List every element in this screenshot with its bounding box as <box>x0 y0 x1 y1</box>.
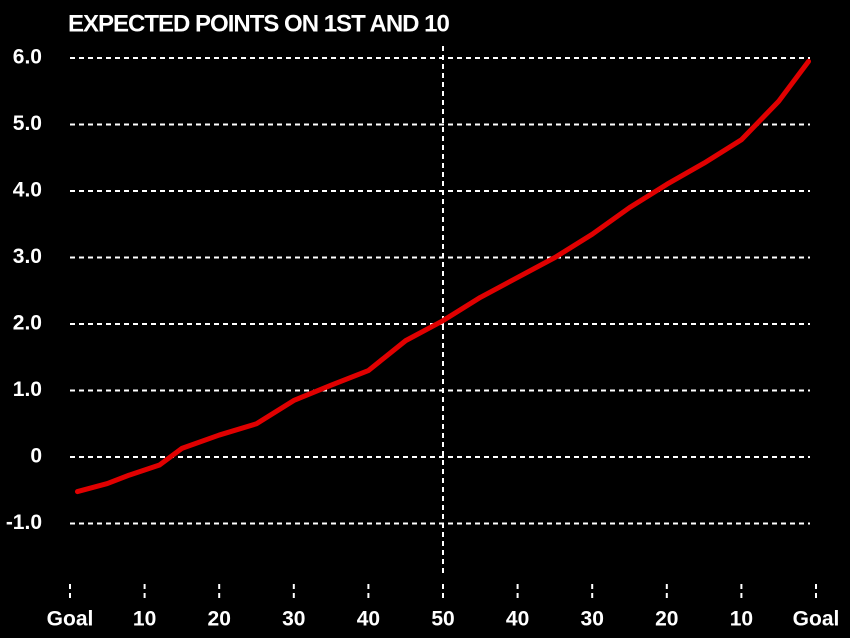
x-tick-label: 40 <box>506 608 529 631</box>
x-tick-label: 10 <box>133 608 156 631</box>
y-tick-label: 1.0 <box>13 378 42 401</box>
y-tick-label: 5.0 <box>13 112 42 135</box>
y-tick-label: -1.0 <box>6 511 42 534</box>
x-tick-label: Goal <box>793 608 840 631</box>
x-tick-label: 20 <box>208 608 231 631</box>
x-tick-label: Goal <box>47 608 94 631</box>
y-tick-label: 3.0 <box>13 245 42 268</box>
y-tick-label: 4.0 <box>13 179 42 202</box>
data-line <box>74 58 812 495</box>
x-tick-label: 50 <box>431 608 454 631</box>
y-tick-label: 6.0 <box>13 46 42 69</box>
x-tick-label: 30 <box>581 608 604 631</box>
x-tick-label: 30 <box>282 608 305 631</box>
chart-title: EXPECTED POINTS ON 1ST AND 10 <box>68 10 450 37</box>
x-tick-label: 40 <box>357 608 380 631</box>
y-tick-label: 0 <box>30 445 42 468</box>
x-tick-label: 10 <box>730 608 753 631</box>
y-tick-label: 2.0 <box>13 312 42 335</box>
x-tick-label: 20 <box>655 608 678 631</box>
